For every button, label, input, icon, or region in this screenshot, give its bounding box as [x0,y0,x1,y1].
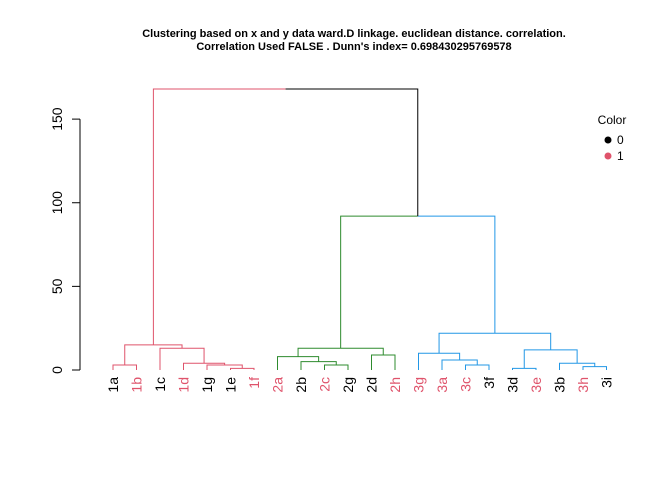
branch-1a-1b [112,364,137,370]
branch-3h-3i [582,366,607,370]
chart-title-line2: Correlation Used FALSE . Dunn's index= 0… [196,41,511,53]
leaf-label-2d: 2d [364,377,380,393]
branch-cluster2-3-right [417,215,496,334]
leaf-label-2c: 2c [317,377,333,392]
branch-3d-group [523,349,578,369]
legend-label-0: 0 [617,133,624,147]
dendrogram-branches [112,88,607,370]
legend: Color 0 1 [598,113,627,163]
leaf-label-1e: 1e [223,377,239,393]
branch-3c-3f [465,364,490,370]
leaf-label-3g: 3g [411,377,427,393]
branch-2a-group [277,356,320,370]
leaf-label-2b: 2b [293,377,309,393]
leaf-label-1a: 1a [105,377,121,393]
branch-root-left [152,88,286,345]
branch-2d-2h [371,354,396,370]
branch-root-right [285,88,419,217]
leaf-label-1b: 1b [129,377,145,393]
leaf-label-2a: 2a [270,377,286,393]
leaf-label-3a: 3a [434,377,450,393]
branch-cluster2-3-left [340,215,418,349]
branch-1g-1e-1f [206,364,243,370]
leaf-label-3i: 3i [599,377,615,388]
branch-cluster2 [297,347,384,357]
branch-1e-1f [230,367,255,370]
leaf-label-3b: 3b [552,377,568,393]
branch-3b-3h-3i [559,362,596,370]
leaf-label-1d: 1d [176,377,192,393]
leaf-label-3f: 3f [481,377,497,389]
branch-2c-2g [324,364,349,370]
leaf-label-1c: 1c [152,377,168,392]
y-tick-label-0: 0 [49,366,65,374]
leaf-label-2h: 2h [387,377,403,393]
branch-1c-group [159,347,205,370]
leaf-label-3d: 3d [505,377,521,393]
chart-title-line1: Clustering based on x and y data ward.D … [142,28,566,40]
leaf-label-1f: 1f [246,377,262,389]
legend-label-1: 1 [617,149,624,163]
branch-cluster1 [124,344,183,365]
leaf-label-3e: 3e [528,377,544,393]
leaf-label-1g: 1g [199,377,215,393]
branch-3g-group [418,352,461,370]
legend-marker-1 [604,152,612,160]
y-tick-label-3: 150 [49,107,65,131]
branch-1d-1g-1e-1f [183,362,226,370]
y-tick-label-1: 50 [49,278,65,294]
legend-title: Color [598,113,627,127]
legend-marker-0 [604,136,612,144]
branch-3d-3e [512,367,537,370]
y-axis: 0 50 100 150 [49,107,81,374]
leaf-labels: 1a 1b 1c 1d 1g 1e 1f 2a 2b 2c 2g 2d 2h 3g 3a 3c 3f 3d 3e 3b… [105,377,615,393]
leaf-label-3h: 3h [575,377,591,393]
leaf-label-3c: 3c [458,377,474,392]
leaf-label-2g: 2g [340,377,356,393]
branch-2b-2c-2g [300,361,337,370]
y-tick-label-2: 100 [49,191,65,215]
